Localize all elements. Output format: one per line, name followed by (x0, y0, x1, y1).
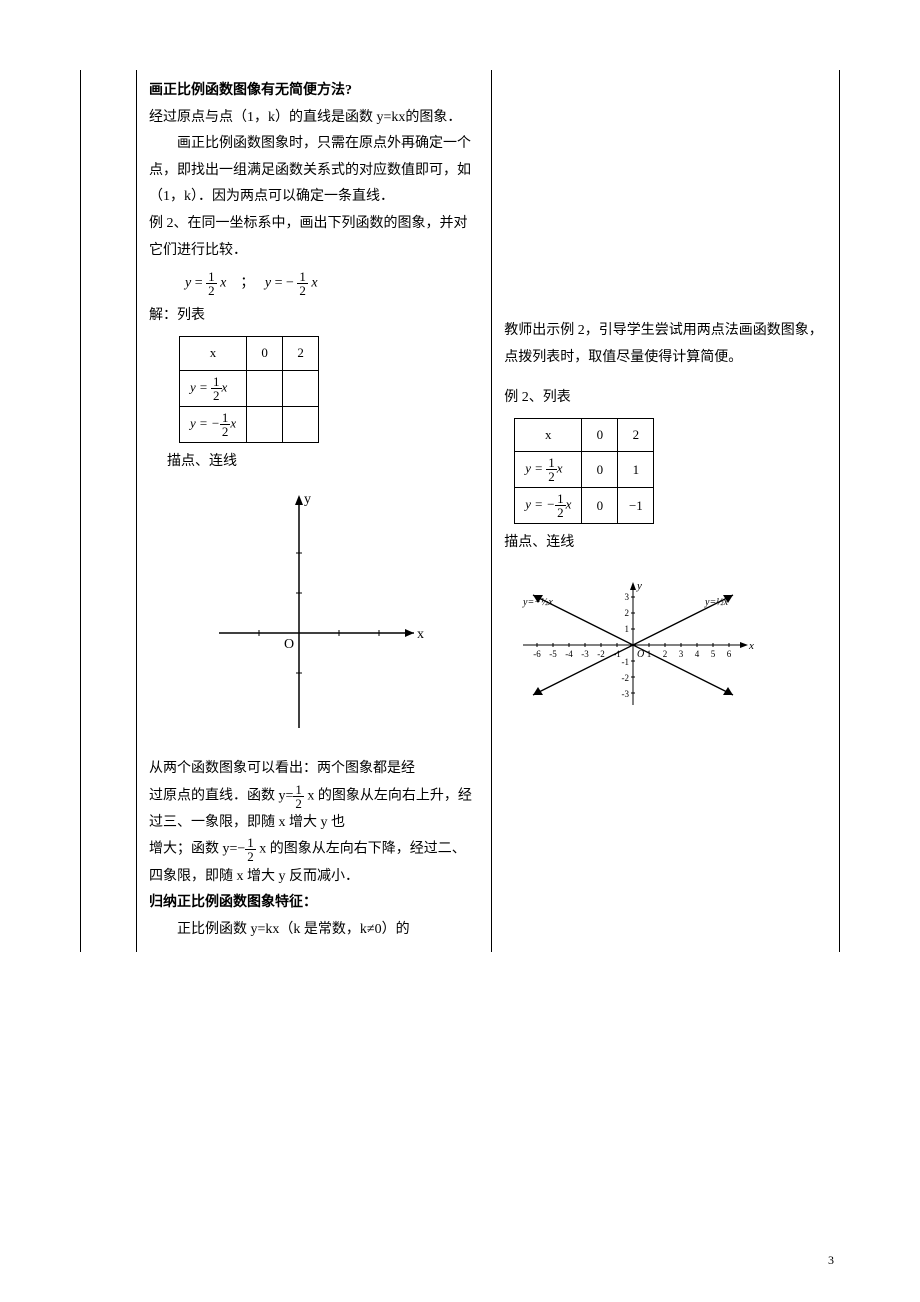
y-axis-label: y (304, 492, 311, 507)
series-b-label: y=−½x (522, 597, 553, 608)
svg-text:-5: -5 (550, 649, 558, 659)
th-0-r: 0 (582, 418, 618, 452)
svg-text:6: 6 (727, 649, 732, 659)
eq1-lhs: y (185, 276, 191, 291)
r2c2 (283, 406, 319, 442)
eq2-frac: 1 2 (297, 270, 308, 297)
svg-text:O: O (637, 649, 644, 660)
question-title: 画正比例函数图像有无简便方法? (149, 78, 479, 105)
equations: y = 1 2 x ； y = − 1 2 x (149, 270, 479, 297)
example2-intro: 例 2、在同一坐标系中，画出下列函数的图象，并对它们进行比较． (149, 211, 479, 264)
svg-text:x: x (748, 640, 754, 652)
svg-text:4: 4 (695, 649, 700, 659)
row1-label-r: y = 12x (515, 452, 582, 488)
observation-2: 过原点的直线．函数 y=12 x 的图象从左向右上升，经过三、一象限，即随 x … (149, 783, 479, 837)
svg-text:-2: -2 (622, 673, 630, 683)
svg-text:5: 5 (711, 649, 716, 659)
svg-text:y: y (636, 580, 642, 592)
observation-1: 从两个函数图象可以看出：两个图象都是经 (149, 756, 479, 783)
eq2-tail: x (311, 276, 317, 291)
r1c2-r: 1 (618, 452, 654, 488)
teacher-note: 教师出示例 2，引导学生尝试用两点法画函数图象，点拨列表时，取值尽量使得计算简便… (504, 318, 827, 371)
page-number: 3 (828, 1249, 834, 1272)
origin-label: O (284, 637, 294, 652)
equals-2: = − (275, 276, 294, 291)
th-2: 2 (283, 337, 319, 371)
row2-label-r: y = −12x (515, 488, 582, 524)
svg-text:-1: -1 (622, 657, 630, 667)
chart-graph: -6 -5 -4 -3 -2 -1 1 2 3 4 5 6 (504, 565, 827, 736)
spacer (504, 78, 827, 318)
right-column: 教师出示例 2，引导学生尝试用两点法画函数图象，点拨列表时，取值尽量使得计算简便… (492, 70, 839, 952)
eq1-frac: 1 2 (206, 270, 217, 297)
eq2-lhs: y (265, 276, 271, 291)
r1c1 (247, 370, 283, 406)
svg-text:-3: -3 (622, 689, 630, 699)
observation-3: 增大；函数 y=−12 x 的图象从左向右下降，经过二、四象限，即随 x 增大 … (149, 836, 479, 890)
series-a-label: y=½x (704, 597, 729, 608)
svg-text:3: 3 (679, 649, 684, 659)
row2-label: y = −12x (180, 406, 247, 442)
svg-text:2: 2 (625, 608, 630, 618)
svg-text:1: 1 (625, 624, 630, 634)
eq1-tail: x (220, 276, 226, 291)
paragraph-2: 画正比例函数图象时，只需在原点外再确定一个点，即找出一组满足函数关系式的对应数值… (149, 131, 479, 211)
r2c1-r: 0 (582, 488, 618, 524)
th-2-r: 2 (618, 418, 654, 452)
equals-1: = (195, 276, 206, 291)
plot-label-left: 描点、连线 (149, 449, 479, 476)
svg-text:2: 2 (663, 649, 668, 659)
x-axis-label: x (417, 627, 424, 642)
table-blank: x 0 2 y = 12x y = −12x (179, 336, 319, 443)
svg-text:-2: -2 (598, 649, 606, 659)
th-0: 0 (247, 337, 283, 371)
example2-label: 例 2、列表 (504, 385, 827, 412)
svg-text:-4: -4 (566, 649, 574, 659)
table-filled: x 0 2 y = 12x 0 1 y = −12x (514, 418, 654, 525)
blank-axes-graph: y x O (149, 483, 479, 744)
th-x-r: x (515, 418, 582, 452)
svg-text:3: 3 (625, 592, 630, 602)
eq-sep: ； (230, 276, 262, 291)
plot-label-right: 描点、连线 (504, 530, 827, 557)
paragraph-1: 经过原点与点（1，k）的直线是函数 y=kx的图象． (149, 105, 479, 132)
r2c1 (247, 406, 283, 442)
r1c1-r: 0 (582, 452, 618, 488)
summary-body: 正比例函数 y=kx（k 是常数，k≠0）的 (149, 917, 479, 944)
row1-label: y = 12x (180, 370, 247, 406)
r1c2 (283, 370, 319, 406)
solution-label: 解：列表 (149, 303, 479, 330)
svg-text:-3: -3 (582, 649, 590, 659)
th-x: x (180, 337, 247, 371)
r2c2-r: −1 (618, 488, 654, 524)
summary-title: 归纳正比例函数图象特征： (149, 890, 479, 917)
svg-text:-6: -6 (534, 649, 542, 659)
left-column: 画正比例函数图像有无简便方法? 经过原点与点（1，k）的直线是函数 y=kx的图… (136, 70, 492, 952)
